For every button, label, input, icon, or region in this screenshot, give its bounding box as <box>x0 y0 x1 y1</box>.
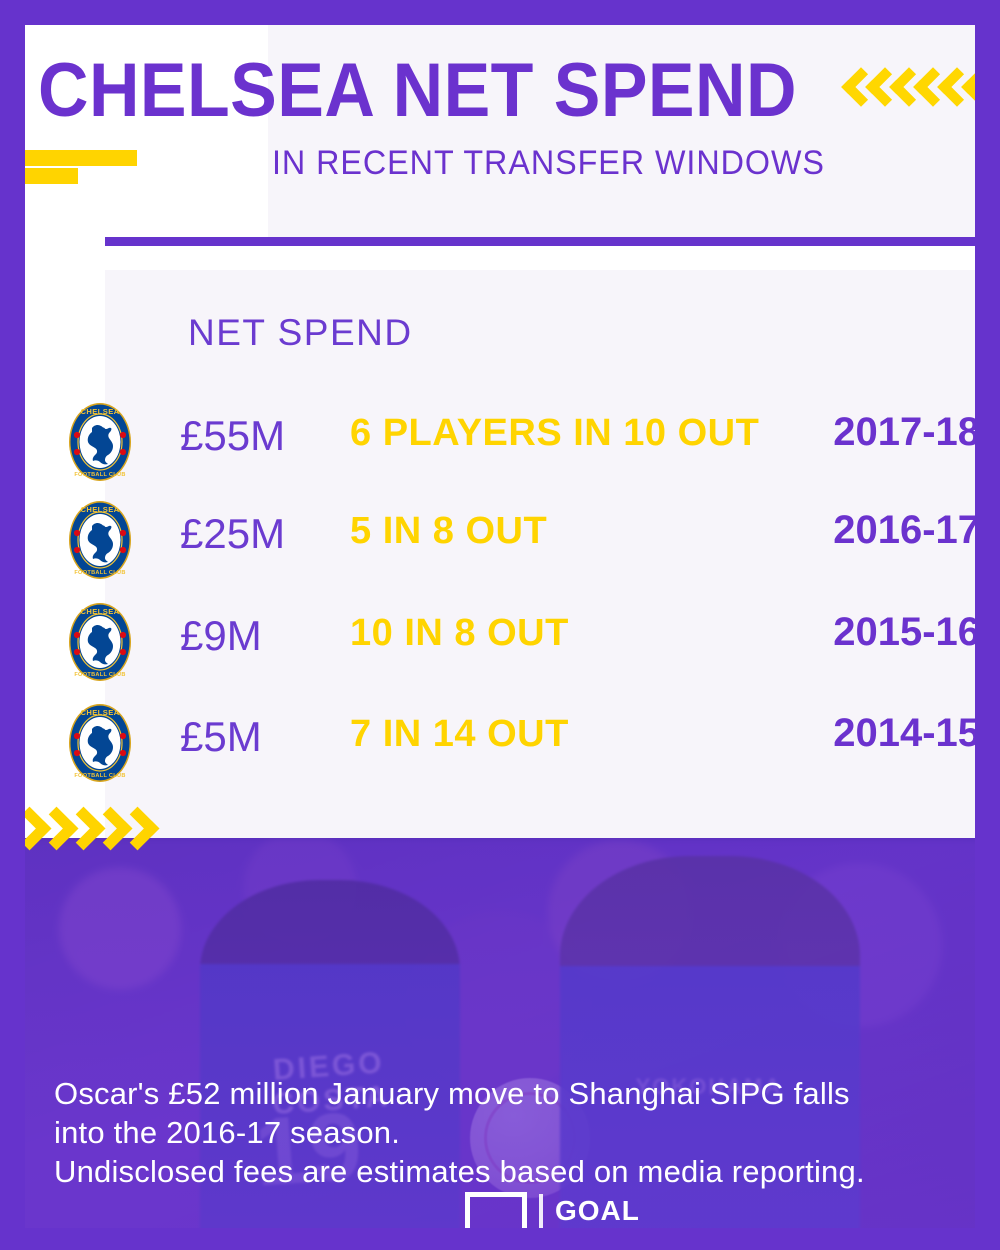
chelsea-crest-icon: CHELSEA FOOTBALL CLUB <box>68 602 132 682</box>
chevron-right-icon <box>120 808 144 854</box>
row-transfer-activity: 5 IN 8 OUT <box>350 510 548 552</box>
caption-line-2: into the 2016-17 season. <box>54 1115 401 1150</box>
row-season: 2017-18 <box>833 410 980 454</box>
table-row: CHELSEA FOOTBALL CLUB £25M 5 IN 8 OUT 20… <box>0 500 1000 600</box>
goalpost-icon <box>465 1192 527 1230</box>
row-transfer-activity: 6 PLAYERS IN 10 OUT <box>350 412 760 454</box>
caption-line-3: Undisclosed fees are estimates based on … <box>54 1154 865 1189</box>
chelsea-crest-icon: CHELSEA FOOTBALL CLUB <box>68 402 132 482</box>
chevron-group-bottom <box>12 808 144 854</box>
svg-text:FOOTBALL CLUB: FOOTBALL CLUB <box>74 570 125 576</box>
chevron-right-icon <box>12 808 36 854</box>
row-season: 2015-16 <box>833 610 980 654</box>
caption: Oscar's £52 million January move to Shan… <box>54 1074 934 1191</box>
row-net-spend: £5M <box>180 713 262 760</box>
chevron-right-icon <box>66 808 90 854</box>
chelsea-crest-icon: CHELSEA FOOTBALL CLUB <box>68 500 132 580</box>
header-background-tint <box>268 25 975 237</box>
chevron-right-icon <box>39 808 63 854</box>
row-net-spend: £9M <box>180 612 262 659</box>
header-divider <box>105 237 975 246</box>
row-net-spend: £25M <box>180 510 286 557</box>
purple-overlay <box>0 838 1000 1250</box>
row-transfer-activity: 7 IN 14 OUT <box>350 713 569 755</box>
svg-text:CHELSEA: CHELSEA <box>80 505 119 514</box>
divider-gap <box>0 246 1000 270</box>
svg-text:FOOTBALL CLUB: FOOTBALL CLUB <box>74 773 125 779</box>
logo-divider <box>539 1194 543 1228</box>
chevron-right-icon <box>93 808 117 854</box>
page-subtitle: IN RECENT TRANSFER WINDOWS <box>272 144 825 182</box>
accent-bar-primary <box>6 150 137 166</box>
svg-text:CHELSEA: CHELSEA <box>80 708 119 717</box>
chelsea-crest-icon: CHELSEA FOOTBALL CLUB <box>68 703 132 783</box>
header: CHELSEA NET SPEND IN RECENT TRANSFER WIN… <box>0 0 1000 237</box>
data-panel <box>105 270 975 838</box>
svg-text:FOOTBALL CLUB: FOOTBALL CLUB <box>74 672 125 678</box>
table-row: CHELSEA FOOTBALL CLUB £5M 7 IN 14 OUT 20… <box>0 703 1000 803</box>
row-season: 2014-15 <box>833 711 980 755</box>
goal-logo: GOAL <box>465 1192 640 1230</box>
svg-text:CHELSEA: CHELSEA <box>80 607 119 616</box>
svg-text:CHELSEA: CHELSEA <box>80 407 119 416</box>
table-row: CHELSEA FOOTBALL CLUB £9M 10 IN 8 OUT 20… <box>0 602 1000 702</box>
caption-line-1: Oscar's £52 million January move to Shan… <box>54 1076 850 1111</box>
row-net-spend: £55M <box>180 412 286 459</box>
table-row: CHELSEA FOOTBALL CLUB £55M 6 PLAYERS IN … <box>0 402 1000 502</box>
column-header-net-spend: NET SPEND <box>188 312 413 353</box>
svg-text:FOOTBALL CLUB: FOOTBALL CLUB <box>74 472 125 478</box>
row-season: 2016-17 <box>833 508 980 552</box>
player-photo: DIEGO COSTA 19 YOKOHAMA <box>0 838 1000 1250</box>
page-title: CHELSEA NET SPEND <box>38 48 797 133</box>
row-transfer-activity: 10 IN 8 OUT <box>350 612 569 654</box>
goal-wordmark: GOAL <box>555 1195 640 1226</box>
